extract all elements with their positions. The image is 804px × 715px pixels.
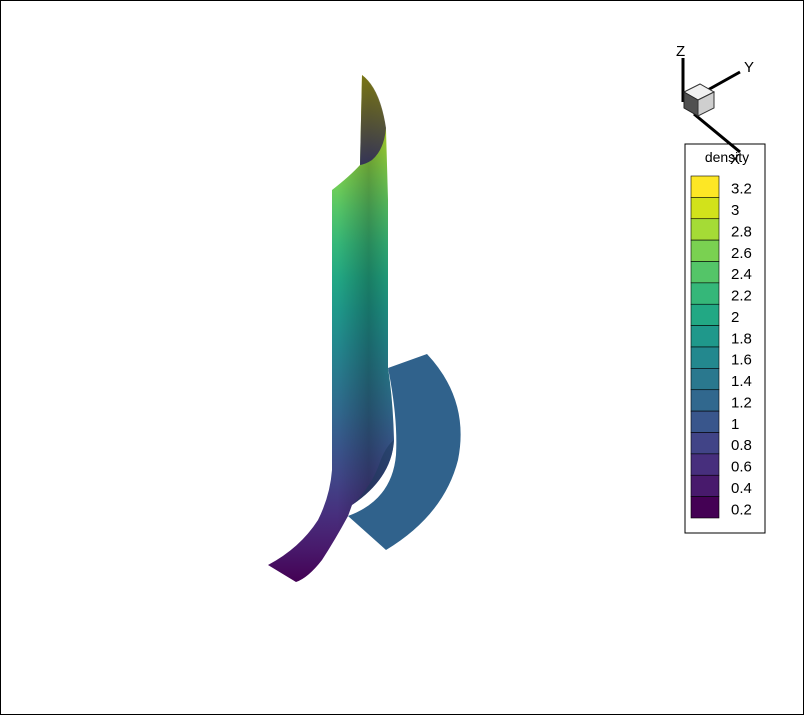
legend-tick-label: 2.8 [731,223,752,240]
legend-tick-label: 1.4 [731,373,752,390]
colorbar-legend: density 3.2 3 2.8 2.6 2.4 2.2 2 1.8 1.6 1.4 1.2 1 0.… [684,143,766,534]
sheet-shading [268,75,394,582]
legend-swatch [690,282,720,305]
legend-tick-label: 0.4 [731,480,752,497]
z-axis-label: Z [676,43,685,60]
legend-tick-label: 3 [731,202,739,219]
legend-tick-label: 2.6 [731,245,752,262]
legend-tick-label: 2.2 [731,288,752,305]
legend-tick-label: 3.2 [731,181,752,198]
sheet-curl-shadow [352,440,394,505]
x-axis-label: X [730,151,740,168]
legend-tick-label: 2 [731,309,739,326]
annular-sector-surface [348,354,461,550]
legend-swatch [690,496,720,519]
legend-swatches [690,175,720,519]
legend-swatch [690,218,720,241]
legend-swatch [690,261,720,284]
legend-swatch [690,432,720,455]
legend-tick-label: 1.2 [731,394,752,411]
legend-swatch [690,197,720,220]
legend-tick-label: 1 [731,416,739,433]
legend-tick-label: 2.4 [731,266,752,283]
legend-tick-label: 0.6 [731,459,752,476]
legend-swatch [690,239,720,262]
legend-swatch [690,368,720,391]
legend-swatch [690,389,720,412]
legend-box [684,143,766,534]
legend-swatch [690,303,720,326]
legend-tick-label: 1.8 [731,330,752,347]
x-axis-line [693,112,741,154]
axes-triad: Z Y X [676,43,754,168]
legend-tick-label: 0.8 [731,437,752,454]
legend-title: density [705,149,749,165]
legend-tick-label: 1.6 [731,352,752,369]
triad-cube-right [697,91,715,117]
legend-swatch [690,325,720,348]
legend-swatch [690,474,720,497]
legend-swatch [690,410,720,433]
legend-tick-label: 0.2 [731,501,752,518]
legend-swatch [690,346,720,369]
legend-swatch [690,175,720,198]
legend-labels: 3.2 3 2.8 2.6 2.4 2.2 2 1.8 1.6 1.4 1.2 1 0.8 0.6 0.4 0… [731,181,752,519]
y-axis-label: Y [744,59,754,76]
sheet-inner-face [360,75,386,165]
legend-swatch [690,453,720,476]
